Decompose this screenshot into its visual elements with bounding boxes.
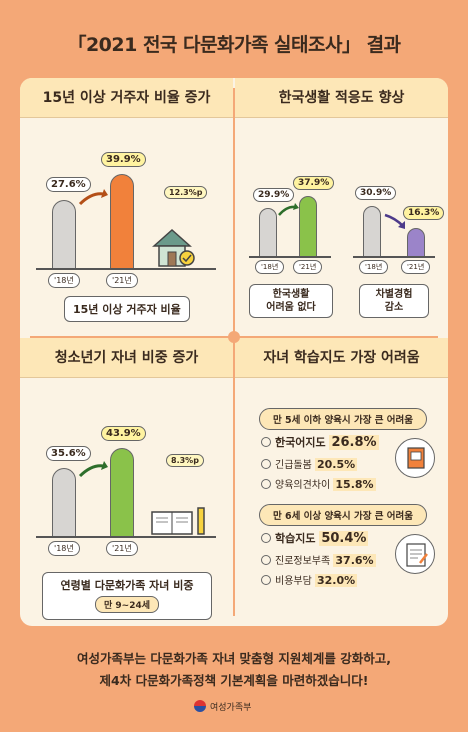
books-icon <box>151 507 205 535</box>
residence-old-year: '18년 <box>48 273 80 288</box>
adaptation-2-caption-line2: 감소 <box>384 302 404 313</box>
ministry-logo: 여성가족부 <box>194 700 251 713</box>
youth-axis <box>36 536 216 538</box>
check-icon <box>261 575 271 585</box>
under5-item-3-value: 15.8% <box>333 478 376 491</box>
panel-learning-heading: 자녀 학습지도 가장 어려움 <box>235 338 448 378</box>
residence-new-value: 39.9% <box>101 152 146 167</box>
over6-item-3-label: 비용부담 <box>275 576 312 587</box>
under5-header: 만 5세 이하 양육시 가장 큰 어려움 <box>259 408 427 430</box>
youth-caption-main: 연령별 다문화가족 자녀 비중 <box>60 579 194 592</box>
language-book-svg <box>407 447 425 469</box>
adaptation-1-old-year: '18년 <box>255 260 285 274</box>
check-icon <box>261 555 271 565</box>
check-icon <box>261 533 271 543</box>
over6-item-1-label: 학습지도 <box>275 532 316 545</box>
adaptation-2-caption-line1: 차별경험 <box>375 289 413 300</box>
under5-item-2: 긴급돌봄 20.5% <box>261 456 358 471</box>
over6-item-1-value: 50.4% <box>319 531 369 546</box>
residence-old-value: 27.6% <box>46 177 91 192</box>
adaptation-1-caption-line1: 한국생활 <box>272 289 310 300</box>
under5-item-3: 양육의견차이 15.8% <box>261 476 376 491</box>
language-book-icon <box>395 438 435 478</box>
youth-caption-sub: 만 9~24세 <box>94 596 160 613</box>
adaptation-2-old-year: '18년 <box>359 260 389 274</box>
under5-item-1-label: 한국어지도 <box>275 436 326 449</box>
adaptation-1-caption: 한국생활 어려움 없다 <box>249 284 333 318</box>
adaptation-1-old-value: 29.9% <box>253 188 295 202</box>
youth-new-year: '21년 <box>106 541 138 556</box>
check-icon <box>261 437 271 447</box>
residence-caption: 15년 이상 거주자 비율 <box>64 296 190 322</box>
panel-divider-vertical <box>233 88 235 616</box>
adaptation-2-old-bar <box>363 206 381 256</box>
residence-new-bar <box>110 174 134 268</box>
infographic-panel: 15년 이상 거주자 비율 증가 27.6% 39.9% 12.3%p '18년… <box>20 78 448 626</box>
adaptation-1-old-bar <box>259 208 277 256</box>
under5-item-2-label: 긴급돌봄 <box>275 460 312 471</box>
youth-old-bar <box>52 468 76 536</box>
adaptation-1-axis <box>249 256 331 258</box>
residence-trend-arrow <box>78 189 108 206</box>
youth-new-bar <box>110 448 134 536</box>
residence-delta: 12.3%p <box>164 186 208 199</box>
check-icon <box>261 479 271 489</box>
residence-old-bar <box>52 200 76 268</box>
adaptation-2-new-year: '21년 <box>401 260 431 274</box>
over6-item-3: 비용부담 32.0% <box>261 572 358 587</box>
panel-residence: 15년 이상 거주자 비율 증가 27.6% 39.9% 12.3%p '18년… <box>20 78 233 336</box>
footer-line-2: 제4차 다문화가족정책 기본계획을 마련하겠습니다! <box>99 673 369 688</box>
adaptation-1-trend-arrow <box>278 203 299 216</box>
youth-delta: 8.3%p <box>166 454 204 467</box>
ministry-logo-text: 여성가족부 <box>210 703 252 713</box>
youth-new-value: 43.9% <box>101 426 146 441</box>
over6-item-2-value: 37.6% <box>333 554 376 567</box>
residence-axis <box>36 268 216 270</box>
adaptation-2-trend-arrow <box>384 213 405 229</box>
ministry-emblem-icon <box>194 700 206 712</box>
over6-item-1: 학습지도 50.4% <box>261 530 369 546</box>
under5-item-1-value: 26.8% <box>329 435 379 450</box>
panel-adaptation-heading: 한국생활 적응도 향상 <box>235 78 448 118</box>
notepad-svg <box>406 543 428 567</box>
youth-old-year: '18년 <box>48 541 80 556</box>
panel-learning: 자녀 학습지도 가장 어려움 만 5세 이하 양육시 가장 큰 어려움 한국어지… <box>235 338 448 626</box>
under5-item-2-value: 20.5% <box>315 458 358 471</box>
adaptation-1-new-bar <box>299 196 317 256</box>
adaptation-1-caption-line2: 어려움 없다 <box>266 302 316 313</box>
panel-adaptation: 한국생활 적응도 향상 29.9% 37.9% '18년 '21년 한국생활 어… <box>235 78 448 336</box>
adaptation-2-axis <box>353 256 435 258</box>
panel-youth: 청소년기 자녀 비중 증가 35.6% 43.9% 8.3%p '18년 '21… <box>20 338 233 626</box>
under5-item-3-label: 양육의견차이 <box>275 480 331 491</box>
adaptation-2-caption: 차별경험 감소 <box>359 284 429 318</box>
panel-youth-heading: 청소년기 자녀 비중 증가 <box>20 338 233 378</box>
notepad-icon <box>395 534 435 574</box>
panel-divider-center <box>228 331 240 343</box>
house-icon <box>152 228 195 267</box>
under5-item-1: 한국어지도 26.8% <box>261 434 379 450</box>
page-title: 「2021 전국 다문화가족 실태조사」 결과 <box>67 34 401 56</box>
over6-header: 만 6세 이상 양육시 가장 큰 어려움 <box>259 504 427 526</box>
adaptation-2-new-bar <box>407 228 425 256</box>
adaptation-2-new-value: 16.3% <box>403 206 445 220</box>
adaptation-1-new-year: '21년 <box>293 260 323 274</box>
youth-old-value: 35.6% <box>46 446 91 461</box>
footer-line-1: 여성가족부는 다문화가족 자녀 맞춤형 지원체계를 강화하고, <box>76 651 391 666</box>
adaptation-1-new-value: 37.9% <box>293 176 335 190</box>
over6-item-2-label: 진로정보부족 <box>275 556 331 567</box>
panel-residence-heading: 15년 이상 거주자 비율 증가 <box>20 78 233 118</box>
residence-new-year: '21년 <box>106 273 138 288</box>
youth-caption: 연령별 다문화가족 자녀 비중 만 9~24세 <box>42 572 212 620</box>
adaptation-2-old-value: 30.9% <box>355 186 397 200</box>
youth-trend-arrow <box>78 461 108 478</box>
over6-item-3-value: 32.0% <box>315 574 358 587</box>
check-icon <box>261 459 271 469</box>
over6-item-2: 진로정보부족 37.6% <box>261 552 376 567</box>
